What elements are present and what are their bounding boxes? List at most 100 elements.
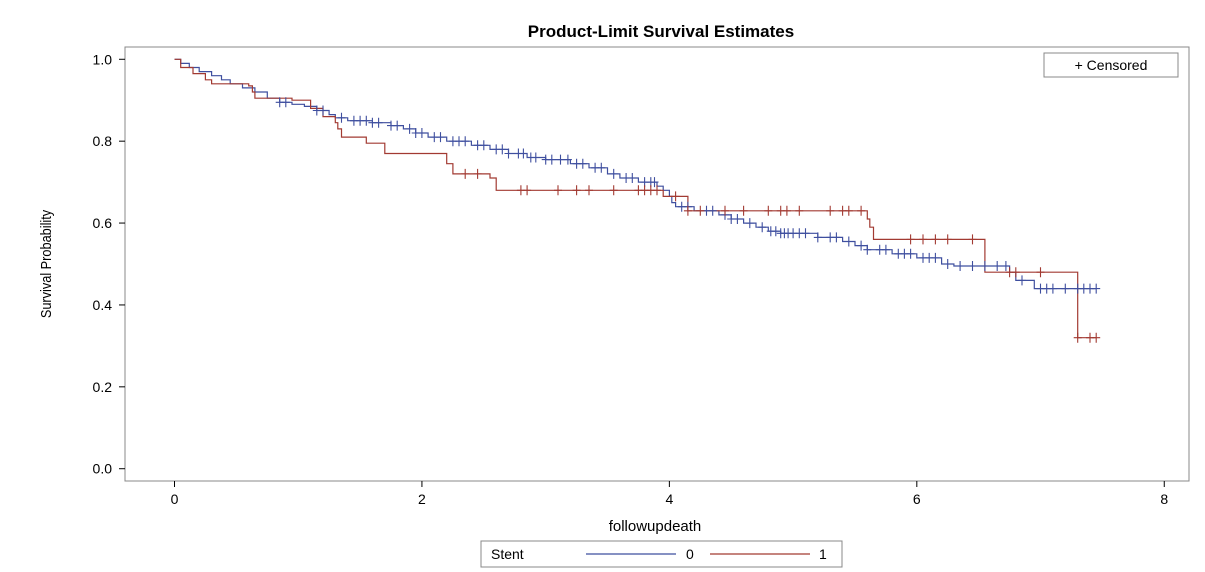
censor-mark-0 <box>578 158 587 169</box>
censor-mark-1 <box>826 205 835 216</box>
censor-mark-0 <box>1001 261 1010 271</box>
censor-mark-1 <box>844 205 853 216</box>
censor-mark-1 <box>739 205 748 216</box>
y-axis: 0.0 0.2 0.4 0.6 0.8 1.0 <box>93 51 125 477</box>
censor-mark-1 <box>943 234 952 245</box>
censor-mark-0 <box>881 244 890 255</box>
censor-mark-0 <box>906 248 915 259</box>
y-tick-label: 0.6 <box>93 215 113 231</box>
censor-mark-1 <box>1092 332 1101 343</box>
censor-mark-0 <box>436 132 445 143</box>
x-tick-label: 4 <box>665 491 673 507</box>
censor-mark-0 <box>1018 275 1026 286</box>
censor-mark-0 <box>417 128 426 138</box>
chart-title: Product-Limit Survival Estimates <box>528 22 794 41</box>
censor-mark-0 <box>504 148 513 159</box>
censor-mark-1 <box>473 168 482 179</box>
censor-mark-0 <box>628 173 637 183</box>
censor-mark-0 <box>956 261 965 271</box>
censor-mark-1 <box>1073 332 1082 343</box>
x-tick-label: 6 <box>913 491 921 507</box>
censor-mark-1 <box>1011 267 1020 278</box>
censor-mark-0 <box>650 177 659 188</box>
censor-mark-0 <box>857 240 866 251</box>
y-tick-label: 0.0 <box>93 461 113 477</box>
censored-legend: + Censored <box>1043 52 1179 78</box>
y-tick-label: 0.8 <box>93 133 113 149</box>
x-tick-label: 2 <box>418 491 426 507</box>
censor-mark-0 <box>943 259 952 269</box>
censor-mark-1 <box>653 185 661 196</box>
censor-mark-1 <box>461 168 470 179</box>
censor-mark-0 <box>393 120 402 131</box>
censor-mark-0 <box>337 112 346 123</box>
censor-mark-0 <box>733 214 742 224</box>
censor-mark-0 <box>863 244 872 255</box>
censor-mark-1 <box>968 234 977 245</box>
censor-mark-1 <box>554 185 562 196</box>
censor-mark-0 <box>498 144 507 155</box>
censor-mark-1 <box>609 185 618 196</box>
censor-mark-0 <box>479 140 488 151</box>
censor-mark-0 <box>319 105 327 116</box>
censor-mark-0 <box>745 218 754 229</box>
censor-mark-1 <box>523 185 532 196</box>
censor-mark-1 <box>782 205 791 216</box>
censor-mark-0 <box>931 252 940 263</box>
x-tick-label: 0 <box>171 491 179 507</box>
censor-mark-0 <box>519 148 528 159</box>
censor-mark-0 <box>531 152 540 163</box>
y-tick-label: 0.2 <box>93 379 113 395</box>
censor-mark-0 <box>1092 283 1101 294</box>
censor-mark-0 <box>563 154 572 165</box>
x-axis: 0 2 4 6 8 <box>171 481 1168 507</box>
censor-mark-0 <box>405 123 414 134</box>
censor-mark-1 <box>931 234 940 245</box>
censor-mark-1 <box>795 205 804 216</box>
censor-mark-0 <box>597 162 606 173</box>
censor-mark-0 <box>771 226 780 237</box>
censor-mark-0 <box>844 236 853 247</box>
series-line-1 <box>174 58 1097 339</box>
censor-mark-1 <box>696 205 705 216</box>
censor-mark-1 <box>671 191 680 202</box>
censor-mark-1 <box>857 205 866 216</box>
censor-mark-1 <box>764 205 773 216</box>
censor-mark-0 <box>832 232 841 243</box>
censor-mark-1 <box>721 205 729 216</box>
censor-mark-1 <box>572 185 581 196</box>
censor-mark-1 <box>683 205 692 216</box>
x-tick-label: 8 <box>1160 491 1168 507</box>
censor-mark-0 <box>1048 283 1057 294</box>
censor-mark-0 <box>461 136 470 147</box>
y-tick-label: 0.4 <box>93 297 113 313</box>
censor-mark-1 <box>585 185 593 196</box>
censor-mark-0 <box>547 154 556 165</box>
y-axis-label: Survival Probability <box>37 210 54 318</box>
x-axis-label: followupdeath <box>609 518 702 535</box>
y-tick-label: 1.0 <box>93 51 113 67</box>
censored-legend-text: + Censored <box>1075 57 1148 73</box>
legend-label-1: 1 <box>819 546 827 562</box>
series-legend: Stent 0 1 <box>480 540 843 568</box>
censor-mark-1 <box>919 234 927 245</box>
censor-mark-1 <box>1036 267 1045 278</box>
legend-label-0: 0 <box>686 546 694 562</box>
censor-mark-0 <box>813 232 822 243</box>
censor-mark-0 <box>1061 283 1070 294</box>
censor-mark-0 <box>980 261 989 271</box>
censor-mark-0 <box>281 97 290 108</box>
censor-mark-0 <box>374 117 383 128</box>
censor-mark-1 <box>906 234 915 245</box>
plot-frame <box>124 46 1190 482</box>
censor-mark-0 <box>993 261 1002 271</box>
censor-layer <box>275 97 1101 343</box>
censor-mark-0 <box>609 168 618 179</box>
censor-mark-0 <box>758 222 767 233</box>
censor-mark-0 <box>362 115 371 126</box>
censor-mark-0 <box>556 154 565 165</box>
censored-legend-box <box>1043 52 1179 78</box>
